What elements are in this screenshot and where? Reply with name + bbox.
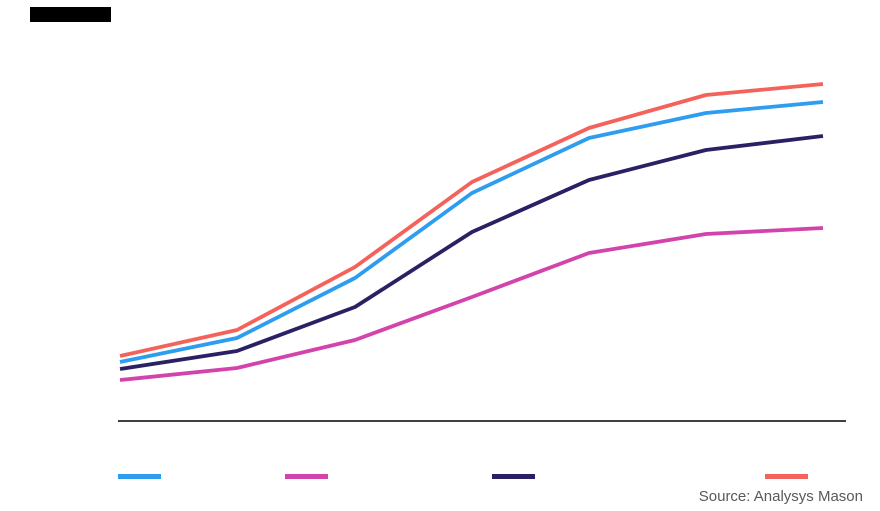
legend-swatch-coral	[765, 474, 808, 479]
title-placeholder-block	[30, 7, 111, 22]
legend-swatch-magenta	[285, 474, 328, 479]
source-attribution: Source: Analysys Mason	[698, 488, 863, 505]
legend-swatch-navy	[492, 474, 535, 479]
line-series-navy	[119, 134, 824, 371]
line-series-coral	[119, 82, 824, 358]
line-series-blue	[119, 100, 824, 364]
legend-swatch-blue	[118, 474, 161, 479]
chart-legend	[0, 474, 880, 480]
line-series-magenta	[119, 226, 824, 382]
